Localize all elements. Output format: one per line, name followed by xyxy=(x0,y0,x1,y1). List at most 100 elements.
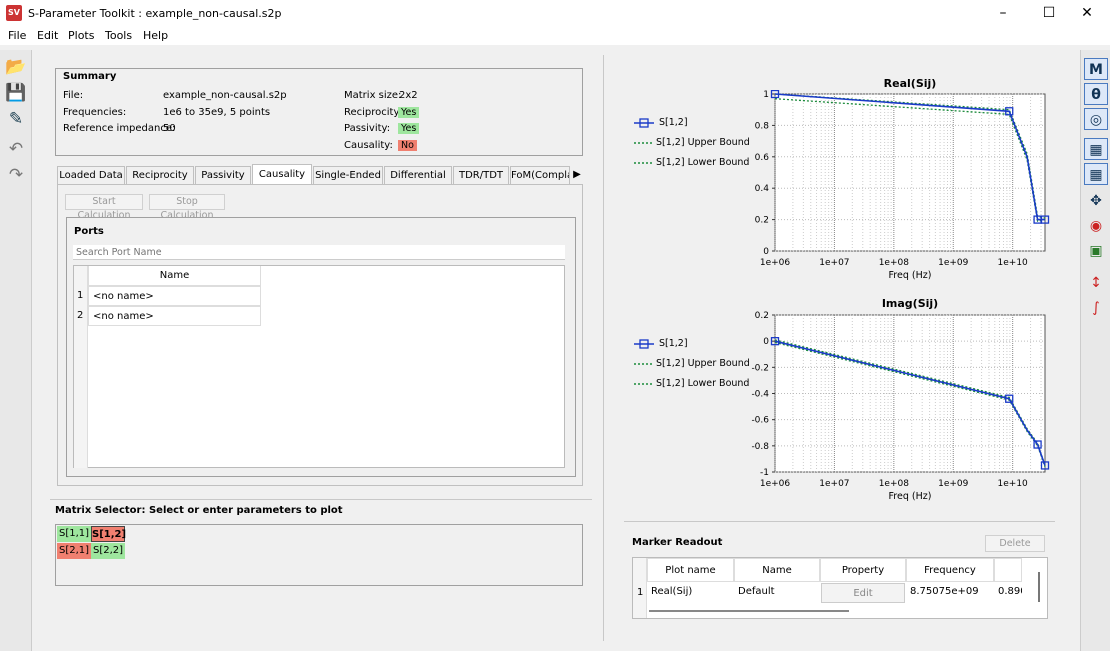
search-port-input[interactable] xyxy=(73,245,565,260)
tab-single-ended[interactable]: Single-Ended xyxy=(313,166,383,184)
matrix-cell-s22[interactable]: S[2,2] xyxy=(91,543,125,559)
horizontal-scrollbar[interactable] xyxy=(649,610,849,612)
tab-scroll-right-icon[interactable]: ▶ xyxy=(573,169,581,180)
marker-readout-heading: Marker Readout xyxy=(632,537,723,548)
frequencies-value: 1e6 to 35e9, 5 points xyxy=(163,107,271,118)
matrix-cell-s11[interactable]: S[1,1] xyxy=(57,526,91,542)
ref-impedance-value: 50 xyxy=(163,123,176,134)
menu-tools[interactable]: Tools xyxy=(105,29,133,42)
y-tick-label: 0.4 xyxy=(755,184,770,194)
data-point xyxy=(770,337,780,346)
zoom-icon[interactable]: ◉ xyxy=(1089,218,1103,234)
table-row[interactable]: <no name> xyxy=(88,306,261,326)
x-tick-label: 1e+06 xyxy=(760,258,791,268)
x-tick-label: 1e+07 xyxy=(819,479,849,489)
name-column-header[interactable]: Name xyxy=(734,558,820,582)
ports-table: Name 1 <no name> 2 <no name> xyxy=(73,265,565,468)
real-plot[interactable]: 1e+06 1e+07 1e+08 1e+09 1e+10 0 0.2 0.4 0.6 0.8 1 F… xyxy=(740,90,1070,295)
delete-button[interactable]: Delete xyxy=(985,535,1045,552)
tab-loaded-data[interactable]: Loaded Data xyxy=(57,166,125,184)
legend-line-upper xyxy=(634,363,654,365)
causality-tab-content: Start Calculation Stop Calculation Ports… xyxy=(57,184,583,486)
x-tick-label: 1e+10 xyxy=(998,258,1029,268)
row-index: 1 xyxy=(77,290,84,301)
menu-help[interactable]: Help xyxy=(143,29,169,42)
data-point xyxy=(770,90,780,99)
magnitude-icon[interactable]: M xyxy=(1084,58,1108,80)
grid-layout-icon[interactable]: ▦ xyxy=(1084,138,1108,160)
legend-lower-bound: S[1,2] Lower Bound xyxy=(656,378,750,389)
tab-tdr-tdt[interactable]: TDR/TDT xyxy=(453,166,509,184)
row-index: 1 xyxy=(637,587,644,598)
tab-reciprocity[interactable]: Reciprocity xyxy=(126,166,194,184)
maximize-icon[interactable]: ☐ xyxy=(1042,5,1056,21)
ports-panel: Ports Name 1 <no name> 2 <no name> xyxy=(66,217,576,477)
marker-edit-button[interactable]: Edit xyxy=(821,583,905,603)
reciprocity-badge: Yes xyxy=(398,107,420,118)
summary-panel: Summary File: example_non-causal.s2p Fre… xyxy=(55,68,583,156)
y-tick-label: -0.8 xyxy=(751,442,769,452)
reciprocity-label: Reciprocity: xyxy=(344,107,403,118)
data-point xyxy=(1005,107,1014,116)
menu-edit[interactable]: Edit xyxy=(37,29,59,42)
marker-name[interactable]: Default xyxy=(738,586,775,597)
matrix-cell-s12[interactable]: S[1,2] xyxy=(91,526,126,542)
series-line-bound xyxy=(774,98,1046,222)
property-column-header[interactable]: Property xyxy=(820,558,906,582)
name-column-header[interactable]: Name xyxy=(88,266,261,286)
window-title: S-Parameter Toolkit : example_non-causal… xyxy=(28,7,282,20)
table-row[interactable]: <no name> xyxy=(88,286,261,306)
y-tick-label: -0.6 xyxy=(751,416,769,426)
row-index: 2 xyxy=(77,310,84,321)
undo-icon[interactable]: ↶ xyxy=(8,139,24,159)
matrix-size-label: Matrix size: xyxy=(344,90,402,101)
pan-icon[interactable]: ✥ xyxy=(1090,193,1102,209)
causality-badge: No xyxy=(398,140,417,151)
smith-chart-icon[interactable]: ◎ xyxy=(1084,108,1108,130)
data-point xyxy=(1040,215,1050,224)
series-line-s12 xyxy=(774,340,1046,466)
image-export-icon[interactable]: ▣ xyxy=(1089,243,1103,259)
tab-passivity[interactable]: Passivity xyxy=(195,166,251,184)
tab-fom[interactable]: FoM(Compla xyxy=(510,166,570,184)
vertical-scrollbar[interactable] xyxy=(1038,572,1040,602)
edit-file-icon[interactable]: ✎ xyxy=(8,109,24,129)
open-folder-icon[interactable]: 📂 xyxy=(5,57,27,77)
splitter[interactable] xyxy=(603,55,604,641)
matrix-cell-s21[interactable]: S[2,1] xyxy=(57,543,91,559)
passivity-label: Passivity: xyxy=(344,123,391,134)
frequencies-label: Frequencies: xyxy=(63,107,127,118)
menu-file[interactable]: File xyxy=(8,29,27,42)
close-icon[interactable]: ✕ xyxy=(1081,5,1093,21)
x-tick-label: 1e+08 xyxy=(879,258,910,268)
start-calculation-button[interactable]: Start Calculation xyxy=(65,194,143,221)
stop-calculation-button[interactable]: Stop Calculation xyxy=(149,194,225,221)
imag-plot[interactable]: 1e+06 1e+07 1e+08 1e+09 1e+10 0.2 0 -0.2 -0.4 -0.… xyxy=(740,311,1070,516)
minimize-icon[interactable]: – xyxy=(999,5,1007,21)
marker-plot-name[interactable]: Real(Sij) xyxy=(651,586,693,597)
legend-upper-bound: S[1,2] Upper Bound xyxy=(656,137,750,148)
curve-icon[interactable]: ∫ xyxy=(1092,300,1100,316)
grid-layout-alt-icon[interactable]: ▦ xyxy=(1084,163,1108,185)
save-icon[interactable]: 💾 xyxy=(5,83,27,103)
matrix-size-value: 2x2 xyxy=(399,90,418,101)
x-tick-label: 1e+07 xyxy=(819,258,849,268)
x-tick-label: 1e+09 xyxy=(938,479,969,489)
tab-differential[interactable]: Differential xyxy=(384,166,452,184)
summary-heading: Summary xyxy=(63,71,117,82)
series-line-bound xyxy=(774,93,1046,219)
redo-icon[interactable]: ↷ xyxy=(8,165,24,185)
causality-label: Causality: xyxy=(344,140,393,151)
title-bar: SV S-Parameter Toolkit : example_non-cau… xyxy=(0,0,1110,27)
phase-icon[interactable]: θ xyxy=(1084,83,1108,105)
menu-plots[interactable]: Plots xyxy=(68,29,95,42)
legend-s12: S[1,2] xyxy=(659,117,688,128)
plot-name-column-header[interactable]: Plot name xyxy=(647,558,734,582)
value-column-header[interactable] xyxy=(994,558,1022,582)
frequency-column-header[interactable]: Frequency xyxy=(906,558,994,582)
tab-causality[interactable]: Causality xyxy=(252,164,312,184)
divider xyxy=(624,521,1055,522)
matrix-selector-heading: Matrix Selector: Select or enter paramet… xyxy=(55,505,343,516)
file-value: example_non-causal.s2p xyxy=(163,90,287,101)
marker-icon[interactable]: ↕ xyxy=(1090,275,1102,291)
